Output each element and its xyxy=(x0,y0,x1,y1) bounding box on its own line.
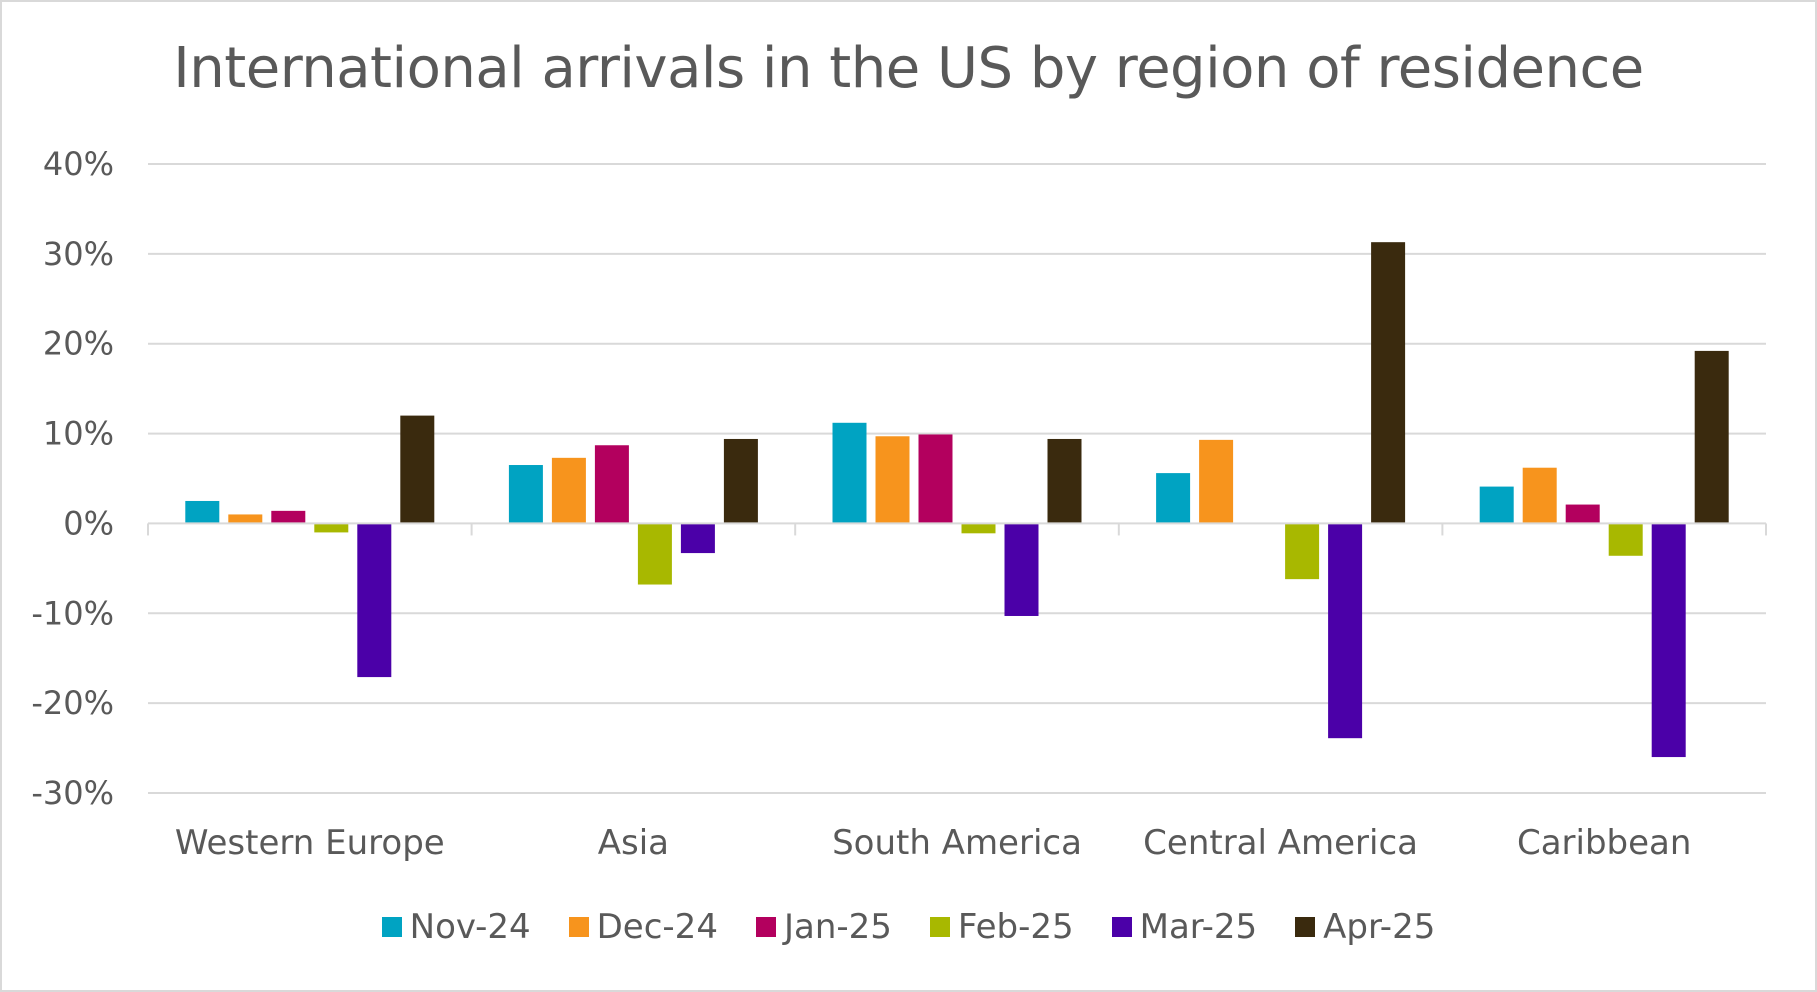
legend-swatch xyxy=(381,917,402,937)
legend-swatch xyxy=(1295,917,1316,937)
legend-label: Apr-25 xyxy=(1323,907,1436,947)
legend-item-apr-25: Apr-25 xyxy=(1295,907,1435,947)
bar-dec-24-central-america xyxy=(1199,439,1234,524)
legend-item-mar-25: Mar-25 xyxy=(1111,907,1258,947)
bar-mar-25-western-europe xyxy=(357,523,392,678)
bar-dec-24-caribbean xyxy=(1522,467,1557,524)
bars xyxy=(185,242,1729,758)
legend-label: Mar-25 xyxy=(1139,907,1258,947)
legend-label: Dec-24 xyxy=(596,907,718,947)
legend-item-dec-24: Dec-24 xyxy=(568,907,718,947)
bar-feb-25-asia xyxy=(637,523,672,585)
bar-dec-24-south-america xyxy=(875,436,910,524)
bar-nov-24-western-europe xyxy=(185,500,220,524)
y-tick-label: -30% xyxy=(31,774,114,812)
legend-swatch xyxy=(755,917,776,937)
legend-item-feb-25: Feb-25 xyxy=(929,907,1074,947)
legend-label: Jan-25 xyxy=(783,907,892,947)
legend-label: Feb-25 xyxy=(957,907,1074,947)
bar-feb-25-western-europe xyxy=(314,523,349,533)
bar-apr-25-asia xyxy=(723,438,758,524)
x-category-label: South America xyxy=(832,823,1082,863)
legend-label: Nov-24 xyxy=(409,907,531,947)
bar-jan-25-caribbean xyxy=(1565,504,1600,524)
legend-item-jan-25: Jan-25 xyxy=(755,907,892,947)
bar-mar-25-central-america xyxy=(1328,523,1363,739)
y-axis-ticks: -30% -20% -10% 0% 10% 20% 30% 40% xyxy=(31,145,114,812)
chart-title: International arrivals in the US by regi… xyxy=(173,36,1644,101)
x-category-label: Caribbean xyxy=(1517,823,1691,863)
bar-feb-25-south-america xyxy=(961,523,996,534)
bar-dec-24-western-europe xyxy=(228,514,263,524)
bar-mar-25-asia xyxy=(680,523,715,554)
legend: Nov-24 Dec-24 Jan-25 Feb-25 Mar-25 Apr-25 xyxy=(2,907,1815,947)
bar-dec-24-asia xyxy=(551,457,586,524)
bar-apr-25-south-america xyxy=(1047,438,1082,524)
x-category-label: Western Europe xyxy=(175,823,445,863)
y-tick-label: 30% xyxy=(43,235,114,273)
bar-apr-25-caribbean xyxy=(1694,350,1729,524)
y-tick-label: 20% xyxy=(43,325,114,363)
y-tick-label: 40% xyxy=(43,145,114,183)
x-category-label: Central America xyxy=(1143,823,1418,863)
x-category-label: Asia xyxy=(598,823,669,863)
legend-item-nov-24: Nov-24 xyxy=(381,907,531,947)
bar-jan-25-asia xyxy=(594,445,629,524)
bar-apr-25-western-europe xyxy=(400,415,435,524)
legend-swatch xyxy=(568,917,589,937)
bar-nov-24-caribbean xyxy=(1479,486,1514,524)
x-axis-categories: Western Europe Asia South America Central A… xyxy=(175,823,1692,863)
x-axis xyxy=(147,522,1767,536)
y-tick-label: -20% xyxy=(31,684,114,722)
legend-swatch xyxy=(929,917,950,937)
bar-feb-25-caribbean xyxy=(1608,523,1643,556)
bar-nov-24-south-america xyxy=(832,422,867,524)
bar-mar-25-caribbean xyxy=(1651,523,1686,758)
bar-nov-24-central-america xyxy=(1156,473,1191,524)
bar-nov-24-asia xyxy=(508,465,543,524)
bar-jan-25-western-europe xyxy=(271,510,306,524)
bar-jan-25-south-america xyxy=(918,434,953,524)
legend-swatch xyxy=(1111,917,1132,937)
bar-apr-25-central-america xyxy=(1371,242,1406,524)
y-tick-label: 0% xyxy=(63,504,114,542)
bar-mar-25-south-america xyxy=(1004,523,1039,616)
bar-feb-25-central-america xyxy=(1285,523,1320,580)
y-tick-label: -10% xyxy=(31,594,114,632)
y-tick-label: 10% xyxy=(43,415,114,453)
